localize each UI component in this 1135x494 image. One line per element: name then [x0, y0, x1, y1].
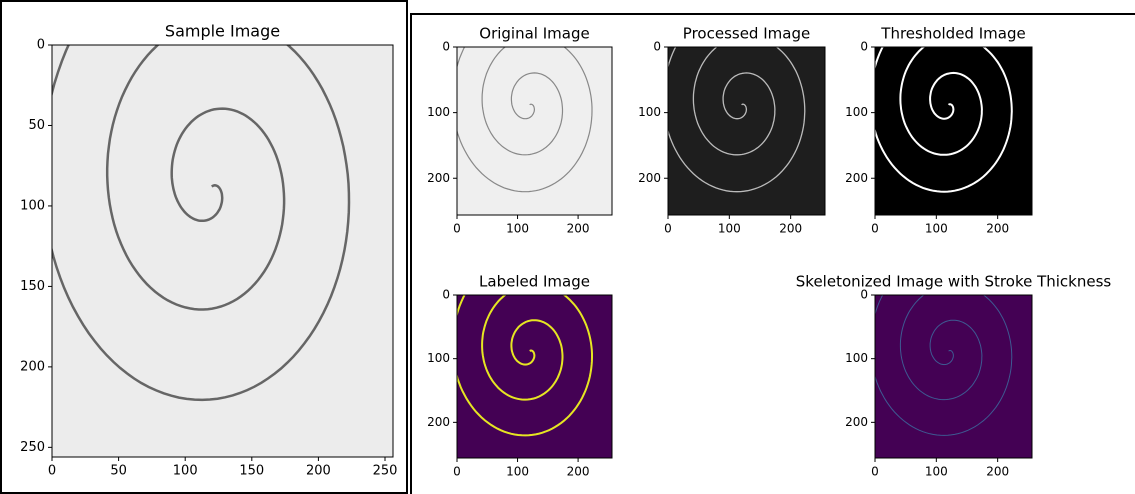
- y-tick-label: 100: [845, 105, 868, 119]
- panel-title: Thresholded Image: [880, 25, 1025, 43]
- x-tick-label: 200: [986, 465, 1009, 479]
- y-tick-label: 100: [427, 105, 450, 119]
- y-tick-label: 200: [20, 359, 45, 374]
- x-tick-label: 100: [925, 465, 948, 479]
- y-tick-label: 200: [845, 171, 868, 185]
- x-tick-label: 100: [718, 222, 741, 236]
- x-tick-label: 100: [506, 465, 529, 479]
- panel-title: Sample Image: [165, 22, 280, 41]
- image-background: [52, 45, 393, 457]
- y-tick-label: 0: [860, 40, 868, 54]
- x-tick-label: 0: [453, 222, 461, 236]
- y-tick-label: 200: [427, 415, 450, 429]
- y-tick-label: 150: [20, 279, 45, 294]
- x-tick-label: 200: [779, 222, 802, 236]
- y-tick-label: 200: [427, 171, 450, 185]
- y-tick-label: 0: [442, 40, 450, 54]
- x-tick-label: 100: [925, 222, 948, 236]
- y-tick-label: 200: [845, 415, 868, 429]
- y-tick-label: 0: [37, 38, 45, 53]
- panel-title: Labeled Image: [479, 273, 590, 291]
- x-tick-label: 250: [373, 464, 398, 479]
- x-tick-label: 0: [453, 465, 461, 479]
- panel-title: Skeletonized Image with Stroke Thickness: [796, 273, 1112, 291]
- y-tick-label: 200: [638, 171, 661, 185]
- x-tick-label: 0: [871, 465, 879, 479]
- image-background: [875, 295, 1032, 458]
- panel-title: Original Image: [479, 25, 589, 43]
- x-tick-label: 50: [110, 464, 127, 479]
- y-tick-label: 100: [20, 198, 45, 213]
- y-tick-label: 100: [845, 351, 868, 365]
- screenshot: Sample Image0501001502002500501001502002…: [0, 0, 1135, 494]
- image-background: [668, 47, 825, 215]
- y-tick-label: 50: [28, 118, 45, 133]
- x-tick-label: 0: [664, 222, 672, 236]
- x-tick-label: 200: [986, 222, 1009, 236]
- y-tick-label: 100: [427, 351, 450, 365]
- y-tick-label: 0: [653, 40, 661, 54]
- x-tick-label: 0: [48, 464, 56, 479]
- y-tick-label: 0: [442, 288, 450, 302]
- panel-title: Processed Image: [683, 25, 810, 43]
- x-tick-label: 100: [173, 464, 198, 479]
- x-tick-label: 0: [871, 222, 879, 236]
- x-tick-label: 200: [567, 222, 590, 236]
- x-tick-label: 150: [239, 464, 264, 479]
- x-tick-label: 100: [506, 222, 529, 236]
- image-background: [457, 47, 612, 215]
- x-tick-label: 200: [306, 464, 331, 479]
- y-tick-label: 250: [20, 440, 45, 455]
- y-tick-label: 100: [638, 105, 661, 119]
- x-tick-label: 200: [567, 465, 590, 479]
- y-tick-label: 0: [860, 288, 868, 302]
